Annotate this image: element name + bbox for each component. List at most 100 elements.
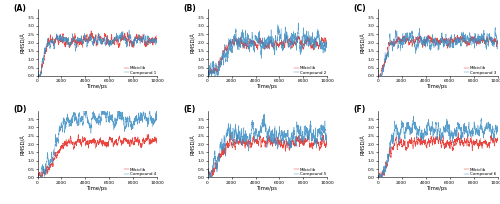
Y-axis label: RMSD/Å: RMSD/Å [21, 32, 26, 53]
Milciclib [40, 170, 46, 172]
Compound 6 [469, 134, 475, 136]
X-axis label: Time/ps: Time/ps [257, 84, 278, 89]
Milciclib [129, 44, 135, 47]
Milciclib [374, 74, 380, 76]
Compound 2 [211, 63, 217, 66]
Milciclib [260, 42, 266, 44]
Milciclib [204, 72, 210, 75]
Milciclib [456, 131, 462, 134]
Milciclib [375, 176, 381, 179]
Text: (C): (C) [354, 4, 366, 13]
Compound 3 [494, 41, 500, 44]
Compound 2 [321, 41, 327, 43]
Milciclib [324, 141, 330, 143]
Compound 1 [92, 36, 98, 39]
Legend: Milciclib, Compound 2: Milciclib, Compound 2 [293, 66, 326, 75]
Milciclib [491, 142, 497, 144]
Compound 3 [381, 67, 387, 69]
Compound 3 [376, 75, 382, 77]
Text: (F): (F) [354, 105, 366, 114]
Compound 5 [206, 176, 212, 179]
Milciclib [88, 30, 94, 32]
Milciclib [205, 74, 211, 77]
Compound 5 [260, 123, 266, 125]
Compound 2 [204, 74, 210, 77]
X-axis label: Time/ps: Time/ps [87, 186, 108, 191]
Milciclib [433, 41, 439, 43]
Compound 3 [491, 43, 497, 45]
Compound 3 [491, 44, 497, 46]
Milciclib [34, 176, 40, 179]
Milciclib [299, 141, 305, 143]
Milciclib [151, 140, 157, 142]
Milciclib [469, 148, 475, 150]
Milciclib [204, 173, 210, 175]
Compound 4 [40, 170, 46, 172]
Y-axis label: RMSD/Å: RMSD/Å [191, 32, 196, 53]
Milciclib [381, 63, 387, 65]
Legend: Milciclib, Compound 1: Milciclib, Compound 1 [123, 66, 156, 75]
Milciclib [494, 139, 500, 141]
Compound 6 [430, 132, 436, 135]
Milciclib [93, 38, 99, 40]
Legend: Milciclib, Compound 3: Milciclib, Compound 3 [463, 66, 496, 75]
Compound 6 [491, 135, 497, 137]
Legend: Milciclib, Compound 5: Milciclib, Compound 5 [293, 167, 326, 177]
Compound 5 [324, 127, 330, 130]
Compound 1 [154, 45, 160, 48]
Milciclib [430, 41, 436, 44]
Compound 3 [469, 38, 475, 40]
Milciclib [208, 176, 214, 179]
Milciclib [321, 140, 327, 142]
Y-axis label: RMSD/Å: RMSD/Å [361, 134, 366, 154]
Compound 5 [211, 164, 217, 167]
Compound 1 [34, 75, 40, 77]
Milciclib [374, 174, 380, 177]
Milciclib [469, 37, 475, 40]
X-axis label: Time/ps: Time/ps [257, 186, 278, 191]
Milciclib [283, 34, 289, 37]
Compound 2 [324, 41, 330, 44]
Milciclib [151, 38, 157, 40]
Line: Compound 5: Compound 5 [208, 114, 328, 177]
Compound 4 [154, 116, 160, 119]
Milciclib [228, 133, 234, 135]
Milciclib [154, 137, 160, 140]
Milciclib [34, 174, 40, 177]
Text: (D): (D) [14, 105, 27, 114]
Compound 5 [321, 128, 327, 130]
Text: (A): (A) [14, 4, 26, 13]
Compound 3 [492, 26, 498, 29]
Compound 5 [263, 128, 269, 131]
Compound 6 [410, 115, 416, 118]
Compound 6 [381, 167, 387, 170]
Milciclib [40, 63, 46, 65]
Milciclib [381, 174, 387, 177]
Line: Milciclib: Milciclib [38, 134, 158, 177]
Milciclib [321, 139, 327, 142]
Milciclib [375, 75, 381, 77]
Milciclib [34, 72, 40, 75]
Line: Compound 4: Compound 4 [38, 106, 158, 177]
Line: Milciclib: Milciclib [208, 36, 328, 75]
Line: Milciclib: Milciclib [208, 134, 328, 177]
Compound 5 [262, 113, 268, 115]
Compound 6 [374, 176, 380, 179]
Milciclib [433, 137, 439, 140]
Milciclib [321, 42, 327, 44]
Milciclib [494, 41, 500, 43]
Compound 6 [491, 136, 497, 138]
Compound 1 [40, 55, 46, 58]
Milciclib [151, 139, 157, 141]
Compound 6 [494, 129, 500, 132]
Text: (E): (E) [184, 105, 196, 114]
Milciclib [151, 39, 157, 41]
Milciclib [260, 138, 266, 141]
Milciclib [154, 37, 160, 40]
Y-axis label: RMSD/Å: RMSD/Å [361, 32, 366, 53]
Text: (B): (B) [184, 4, 196, 13]
Line: Compound 6: Compound 6 [378, 116, 498, 177]
Compound 1 [90, 43, 96, 45]
Compound 4 [129, 123, 135, 125]
Milciclib [263, 146, 269, 149]
